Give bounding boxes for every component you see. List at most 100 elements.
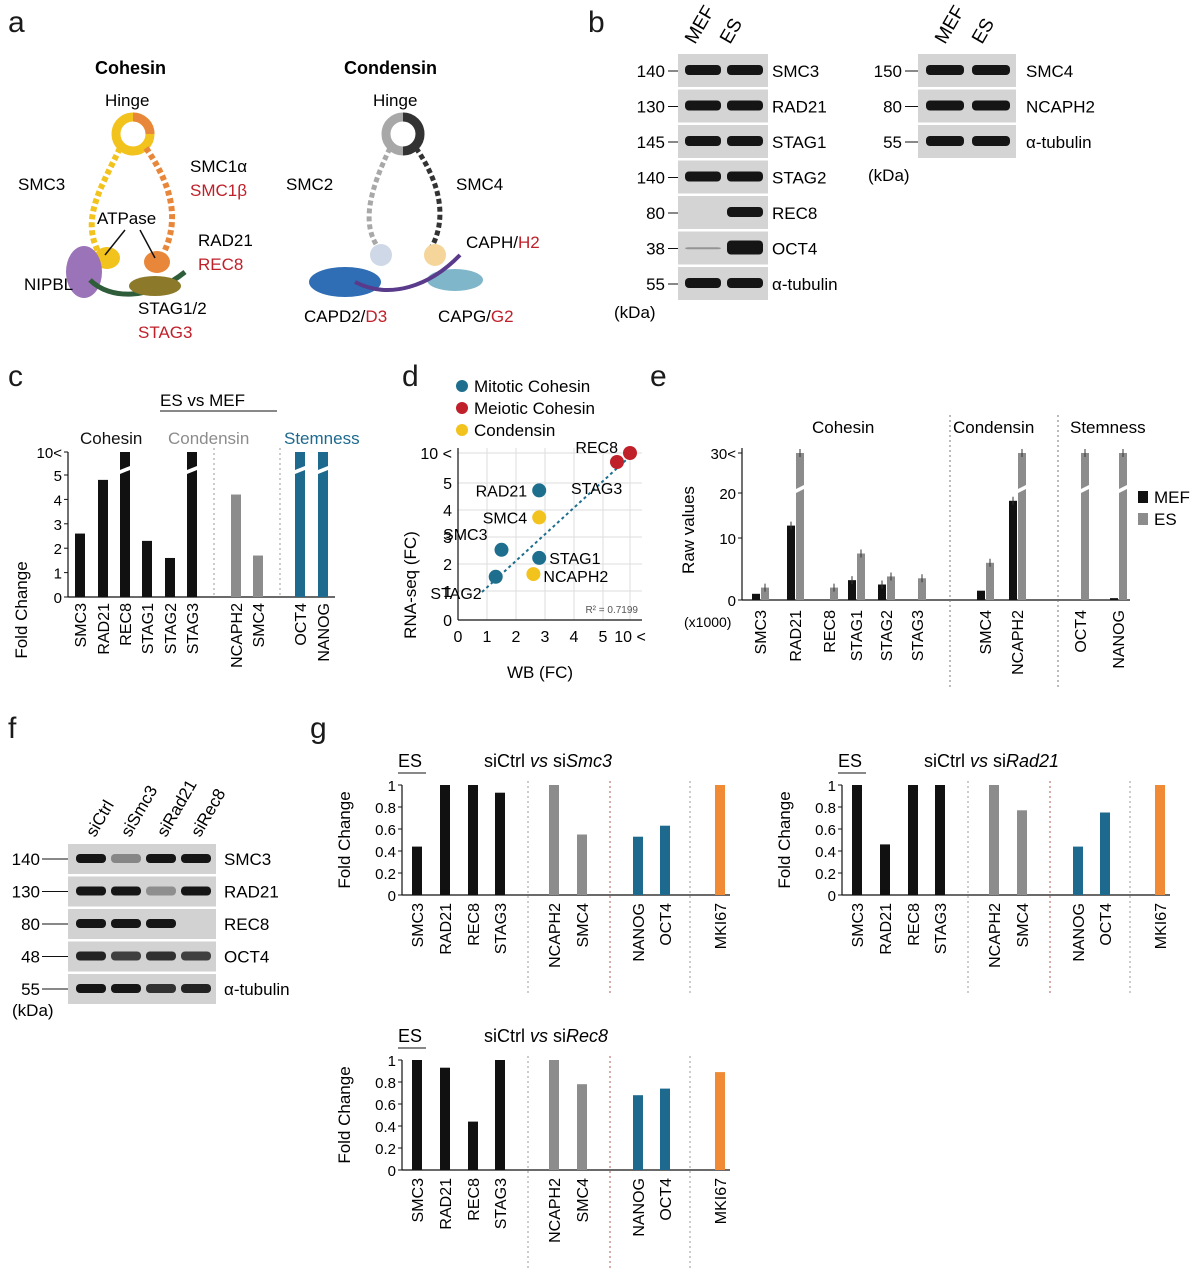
e-xtick: RAD21 [788, 610, 805, 662]
blot-band [146, 951, 176, 961]
g-bar-rec8 [468, 1121, 478, 1170]
b-kda-4: 80 [646, 204, 665, 223]
blot-band [727, 207, 763, 217]
capd2-label: CAPD2/ [304, 307, 366, 326]
c-ytick: 4 [54, 492, 62, 509]
g-bar-mki67 [715, 1072, 725, 1170]
e-ytick: 0 [728, 593, 736, 610]
bar-chart-g2: ES siCtrl vs siRad21 Fold Change 1 0.8 0.6 0.4… [775, 751, 1170, 995]
g-bar-rec8 [468, 785, 478, 895]
e-bar-mef [787, 525, 795, 600]
blot-band [146, 984, 176, 993]
g-xtick: STAG3 [493, 1178, 510, 1229]
g-ytick: 0 [388, 1163, 396, 1180]
e-legend-label: ES [1154, 510, 1177, 529]
g-bar-rad21 [880, 844, 890, 895]
d-point-label: REC8 [575, 440, 618, 457]
capd2-shape [309, 267, 381, 297]
blot-band [727, 100, 763, 111]
c-xtick: STAG3 [185, 603, 202, 654]
g-ytick: 0.2 [815, 866, 836, 883]
g-xtick: NANOG [631, 903, 648, 962]
g-xtick: REC8 [906, 903, 923, 946]
panel-label-e: e [650, 360, 667, 393]
e-axis-break [1119, 485, 1127, 493]
g-xtick: SMC3 [850, 903, 867, 948]
caph-kleisin [354, 253, 462, 292]
g-es-label: ES [838, 751, 862, 771]
g-ytick: 0.8 [815, 800, 836, 817]
c-bar-stag1 [142, 540, 152, 597]
smc2-coil [366, 146, 393, 252]
blot-band [926, 65, 964, 75]
g-xtick: MKI67 [713, 903, 730, 949]
smc1b-label: SMC1β [190, 181, 247, 200]
blot-band [926, 136, 964, 146]
g-bar-nanog [633, 1095, 643, 1170]
b-kda-5: 38 [646, 240, 665, 259]
blot-band [727, 240, 763, 255]
smc2-head [370, 244, 392, 266]
c-xtick: SMC3 [73, 603, 90, 648]
g-bar-ncaph2 [549, 785, 559, 895]
b-protein-6: α-tubulin [772, 275, 838, 294]
blot-band [727, 136, 763, 146]
e-ytick: 30< [711, 446, 737, 463]
g-bar-stag3 [495, 792, 505, 895]
e-bar-es [1119, 453, 1127, 600]
d-xtick: 4 [570, 629, 579, 646]
g-xtick: REC8 [466, 1178, 483, 1221]
g-xtick: SMC4 [575, 1178, 592, 1223]
d-point-smc4 [532, 510, 547, 525]
c-bar-stag3 [187, 452, 197, 597]
e-group-condensin: Condensin [953, 418, 1034, 437]
e-xtick: SMC3 [753, 610, 770, 655]
g-title: siCtrl vs siRad21 [924, 751, 1059, 771]
condensin-hinge-smc4 [402, 112, 425, 156]
cohesin-hinge-smc1 [132, 112, 155, 135]
e-legend-swatch [1138, 513, 1148, 525]
e-xtick: SMC4 [978, 610, 995, 655]
c-ytick: 2 [54, 541, 62, 558]
smc2-label: SMC2 [286, 175, 333, 194]
rec8-label: REC8 [198, 255, 243, 274]
f-kda: 80 [21, 915, 40, 934]
b-protein-2: STAG1 [772, 133, 826, 152]
smc3-label: SMC3 [18, 175, 65, 194]
g-bar-smc3 [852, 785, 862, 895]
g-bar-nanog [633, 836, 643, 895]
g-bar-rad21 [440, 1067, 450, 1170]
d-point-smc3 [494, 542, 509, 557]
c-bar-ncaph2 [231, 494, 241, 597]
blot-band [181, 854, 211, 863]
e-bar-es [830, 587, 838, 600]
g-xtick: OCT4 [658, 1178, 675, 1221]
blot-band [685, 65, 721, 75]
svg-text:CAPH/H2: CAPH/H2 [466, 233, 540, 252]
g-title: siCtrl vs siSmc3 [484, 751, 612, 771]
d-legend-dot [456, 380, 468, 392]
g-ytick: 0.4 [375, 844, 396, 861]
caph-label: CAPH/ [466, 233, 518, 252]
e-bar-es [761, 587, 769, 600]
f-protein: REC8 [224, 915, 269, 934]
blot-band [727, 171, 763, 182]
blot-band [76, 951, 106, 961]
blot-band [181, 984, 211, 993]
b-kda-6: 55 [646, 275, 665, 294]
b-right-protein-1: NCAPH2 [1026, 98, 1095, 117]
g-es-label: ES [398, 751, 422, 771]
c-ytick: 0 [54, 590, 62, 607]
b-header-mef: MEF [681, 2, 719, 47]
c-ytick: 1 [54, 566, 62, 583]
e-bar-mef [1009, 500, 1017, 600]
blot-band [926, 100, 964, 111]
c-xtick: OCT4 [293, 603, 310, 646]
c-header: ES vs MEF [160, 391, 245, 410]
c-group-condensin: Condensin [168, 429, 249, 448]
d-legend-label: Condensin [474, 421, 555, 440]
panel-label-c: c [8, 360, 23, 393]
g-bar-ncaph2 [549, 1060, 559, 1170]
g-ytick: 0.2 [375, 1141, 396, 1158]
